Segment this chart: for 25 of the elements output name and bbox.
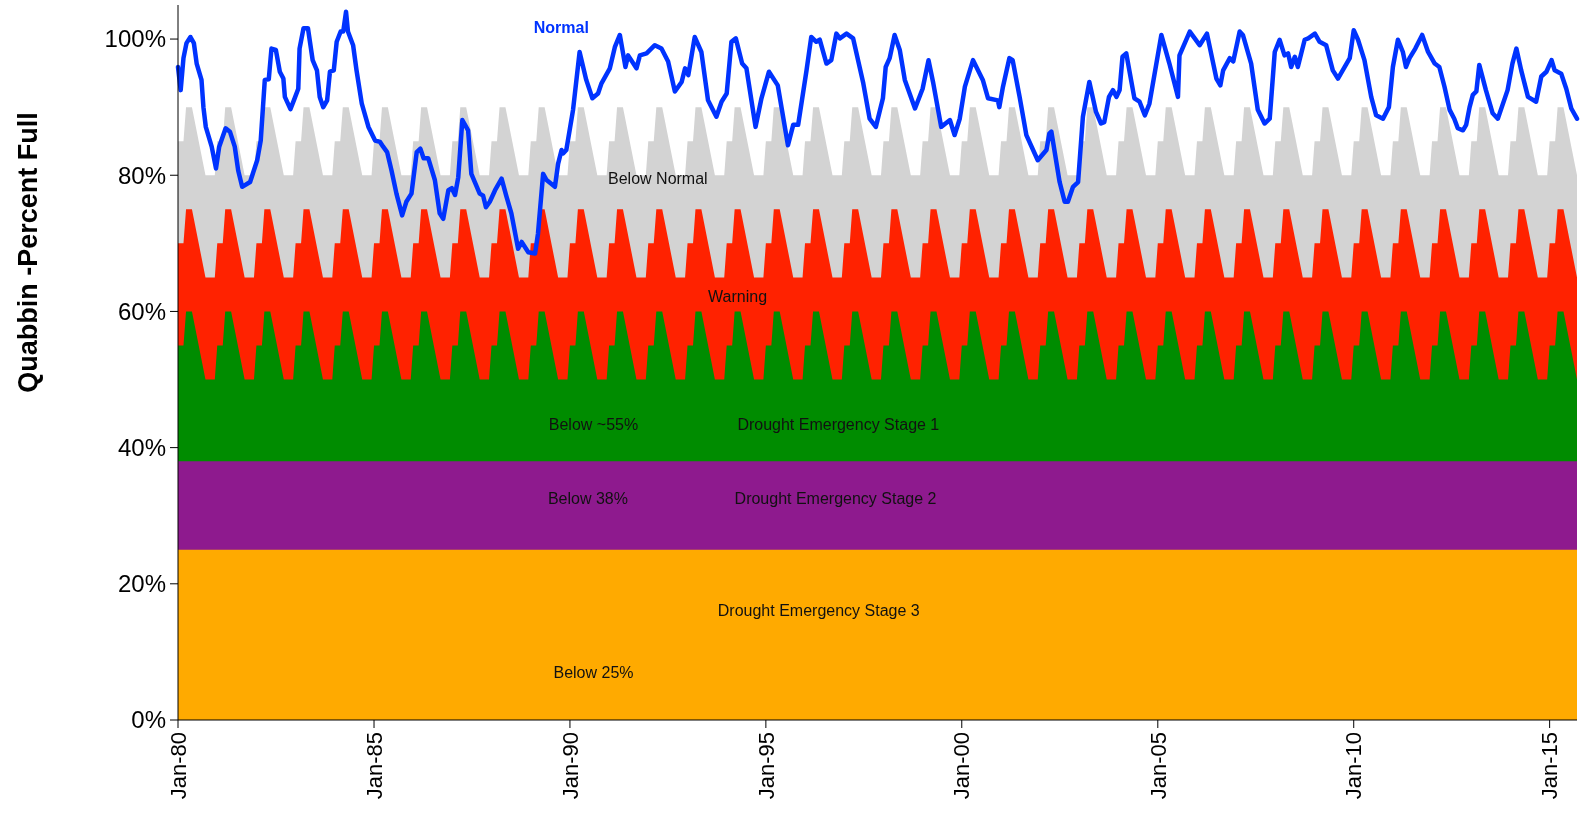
series-label: Normal [533,18,589,36]
series-label: Warning [708,288,768,306]
line-series [175,9,1580,256]
x-tick-label: Jan-15 [1537,732,1563,800]
series-label: Below Normal [608,170,708,188]
annotation: Below ~55% [548,415,639,433]
x-tick-label: Jan-95 [753,732,779,800]
y-tick-label: 20% [117,570,166,598]
annotation: Below 38% [547,489,628,507]
x-tick-label: Jan-80 [165,732,191,800]
y-tick-label: 0% [131,706,166,734]
x-tick-label: Jan-85 [361,732,387,800]
series-label: Drought Emergency Stage 2 [734,489,937,507]
series-label: Drought Emergency Stage 3 [717,602,920,620]
y-tick-label: 100% [104,25,166,53]
x-tick-label: Jan-10 [1341,732,1367,800]
x-tick-label: Jan-90 [557,732,583,800]
y-tick-label: 80% [117,161,166,189]
annotation: Below 25% [553,663,634,681]
y-axis-title: Quabbin -Percent Full [13,112,44,393]
y-tick-label: 40% [117,434,166,462]
y-tick-label: 60% [117,297,166,325]
x-tick-label: Jan-00 [949,732,975,800]
x-tick-label: Jan-05 [1145,732,1171,800]
series-label: Drought Emergency Stage 1 [737,415,940,433]
